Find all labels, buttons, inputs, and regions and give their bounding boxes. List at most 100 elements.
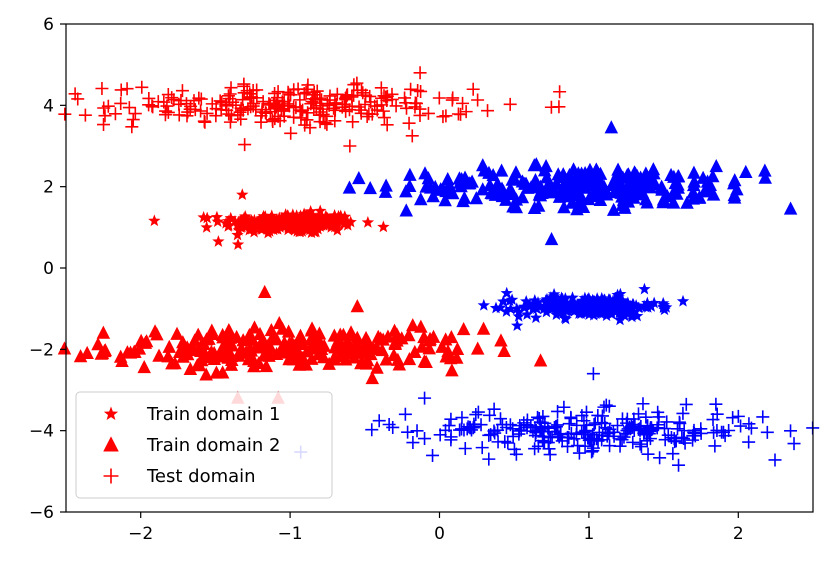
y-tick-label: −6	[29, 503, 54, 523]
blue-star-point	[512, 309, 525, 322]
blue-star-point	[547, 287, 561, 300]
red-plus-point	[346, 115, 360, 129]
red-triangle-point	[415, 339, 429, 353]
blue-plus-point	[542, 442, 556, 456]
blue-star-point	[613, 313, 627, 326]
red-plus-point	[313, 91, 327, 105]
blue-plus-point	[633, 422, 647, 436]
blue-plus-point	[756, 410, 770, 424]
red-star-point	[245, 219, 258, 232]
blue-plus-point	[726, 411, 740, 425]
red-triangle-point	[405, 318, 420, 332]
blue-star-point	[618, 309, 631, 322]
red-triangle-point	[225, 352, 239, 367]
blue-triangle-point	[490, 178, 505, 192]
red-plus-point	[338, 91, 352, 105]
red-plus-point	[287, 100, 301, 114]
red-plus-point	[503, 97, 517, 111]
blue-plus-point	[586, 367, 600, 381]
blue-plus-point	[482, 452, 496, 466]
red-triangle-point	[190, 358, 205, 372]
red-plus-point	[363, 89, 377, 103]
red-star-point	[236, 188, 249, 201]
blue-star-point	[623, 300, 636, 313]
blue-plus-point	[672, 458, 686, 472]
red-triangle-point	[286, 338, 300, 352]
blue-star-point	[598, 294, 612, 306]
blue-plus-point	[418, 432, 432, 446]
red-star-point	[200, 220, 213, 233]
red-plus-point	[297, 87, 311, 101]
red-triangle-point	[414, 319, 428, 333]
red-plus-point	[125, 120, 139, 134]
red-triangle-point	[247, 359, 261, 373]
blue-triangle-point	[499, 192, 513, 206]
blue-star-point	[606, 295, 620, 307]
red-plus-point	[277, 109, 291, 123]
red-star-point	[322, 217, 335, 230]
red-plus-point	[221, 89, 235, 103]
blue-triangle-point	[687, 165, 701, 179]
red-plus-point	[352, 100, 366, 114]
blue-plus-point	[688, 429, 702, 443]
blue-triangle-point	[692, 190, 706, 204]
red-plus-point	[175, 84, 189, 98]
blue-triangle-point	[426, 189, 440, 203]
blue-triangle-point	[709, 158, 724, 173]
blue-triangle-point	[363, 180, 377, 195]
blue-triangle-point	[605, 177, 619, 192]
red-triangle-point	[417, 354, 432, 368]
red-triangle-point	[497, 343, 511, 357]
red-star-point	[290, 209, 303, 222]
red-plus-point	[471, 93, 485, 107]
blue-plus-point	[636, 397, 650, 411]
blue-star-point	[527, 296, 541, 309]
red-triangle-point	[180, 347, 195, 361]
red-star-point	[290, 217, 303, 230]
red-plus-point	[98, 109, 112, 123]
blue-triangle-point	[475, 182, 490, 196]
blue-triangle-point	[515, 190, 530, 204]
blue-triangle-point	[616, 170, 630, 184]
red-star-point	[212, 235, 225, 247]
red-triangle-point	[257, 284, 272, 299]
blue-plus-point	[578, 439, 592, 453]
red-plus-point	[229, 98, 243, 112]
blue-star-point	[558, 311, 572, 324]
red-triangle-point	[96, 325, 111, 339]
red-triangle-point	[476, 321, 491, 335]
blue-plus-point	[512, 427, 526, 441]
blue-triangle-point	[606, 202, 621, 216]
blue-plus-point	[676, 406, 690, 420]
blue-star-point	[647, 296, 661, 309]
blue-triangle-point	[352, 171, 366, 185]
red-star-point	[286, 208, 300, 221]
red-plus-point	[436, 110, 450, 124]
red-star-point	[303, 223, 317, 236]
red-triangle-point	[139, 334, 154, 348]
blue-plus-point	[602, 399, 616, 413]
red-plus-point	[187, 94, 201, 108]
red-triangle-point	[199, 367, 213, 381]
red-plus-point	[340, 89, 354, 103]
x-tick-label: 2	[733, 524, 744, 544]
red-plus-point	[350, 76, 364, 90]
blue-triangle-point	[379, 178, 393, 192]
red-plus-point	[243, 87, 257, 101]
blue-plus-point	[734, 419, 748, 433]
red-plus-point	[354, 106, 368, 120]
blue-triangle-point	[615, 189, 629, 203]
blue-triangle-point	[436, 182, 451, 196]
red-triangle-point	[304, 323, 319, 337]
red-plus-point	[312, 108, 326, 122]
red-plus-point	[408, 100, 422, 114]
red-star-point	[210, 210, 224, 223]
x-tick-label: 0	[434, 524, 445, 544]
blue-triangle-point	[706, 169, 720, 183]
red-star-point	[282, 222, 296, 235]
red-triangle-point	[264, 323, 279, 337]
blue-plus-point	[564, 411, 578, 425]
legend-label: Test domain	[146, 466, 256, 487]
blue-star-point	[626, 297, 639, 310]
red-plus-point	[446, 91, 460, 105]
